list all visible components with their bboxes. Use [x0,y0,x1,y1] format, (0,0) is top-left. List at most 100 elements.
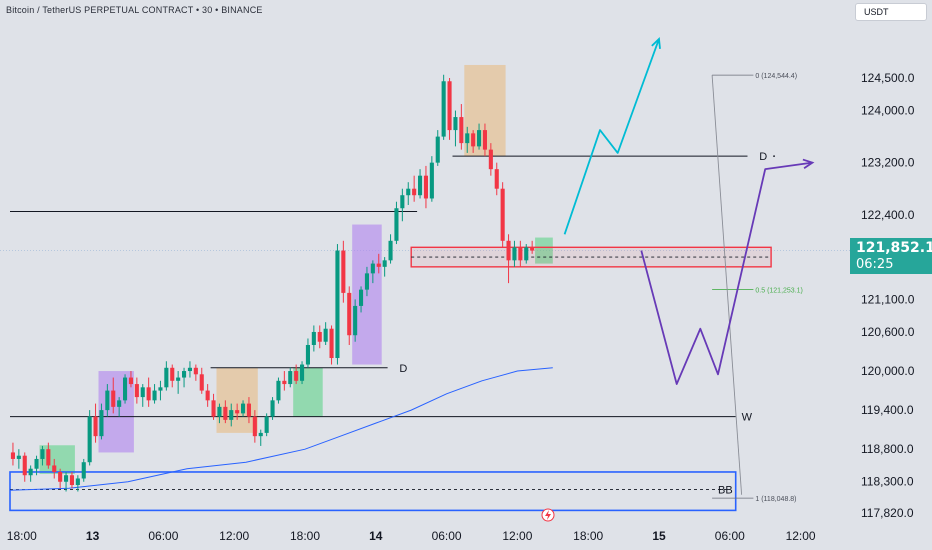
candle-body-52 [317,331,322,342]
candle-body-6 [46,449,51,466]
highlight-box-0 [39,445,75,474]
candle-body-9 [64,475,69,482]
candle-body-70 [423,175,428,199]
candle-body-26 [164,367,169,388]
candle-body-19 [123,377,128,401]
candle-body-71 [429,162,434,199]
candle-body-41 [252,416,257,437]
candle-body-86 [518,247,523,261]
candle-body-44 [270,400,275,417]
candle-body-28 [176,377,181,381]
candle-body-80 [482,130,487,150]
candle-body-87 [524,247,529,261]
candle-body-82 [494,169,499,189]
candle-body-56 [341,250,346,293]
candle-body-88 [530,247,535,251]
candle-body-12 [81,462,86,479]
candle-body-15 [99,410,104,437]
y-tick-label: 122,400.0 [861,208,915,222]
candle-body-65 [394,208,399,241]
candle-body-11 [75,478,80,485]
level-label-0: D [759,151,767,163]
level-label-3: BB [718,485,733,497]
y-tick-label: 124,000.0 [861,104,915,118]
candle-body-81 [488,149,493,170]
y-tick-label: 121,100.0 [861,292,915,306]
y-tick-label: 117,820.0 [861,506,914,520]
candle-body-10 [69,475,74,485]
candle-body-35 [217,406,222,417]
candle-body-76 [459,117,464,144]
candle-body-37 [229,410,234,420]
y-tick-label: 118,300.0 [861,475,914,489]
candle-body-8 [58,471,63,482]
x-tick-label: 15 [652,529,666,543]
fib-label-top: 0 (124,544.4) [755,73,797,80]
x-tick-label: 18:00 [290,529,320,543]
candle-body-31 [193,367,198,375]
candle-body-18 [117,400,122,407]
candle-body-47 [288,371,293,385]
y-tick-label: 120,000.0 [861,364,915,378]
bullish-projection-path [563,38,660,235]
candle-body-59 [359,289,364,306]
candle-body-75 [453,117,458,131]
candle-body-22 [140,387,145,398]
candle-body-21 [134,384,139,398]
candle-body-64 [388,240,393,261]
last-price: 121,852.1 [856,240,932,256]
candle-body-73 [441,81,446,137]
x-tick-label: 06:00 [432,529,462,543]
currency-button[interactable]: USDT [855,3,927,21]
last-price-badge: 121,852.1 06:25 [850,238,932,274]
alternate-projection-path-arrowhead [802,158,815,169]
bar-countdown: 06:25 [856,257,894,272]
y-tick-label: 124,500.0 [861,71,915,85]
candle-body-46 [282,380,287,385]
x-tick-label: 12:00 [502,529,532,543]
lightning-icon [545,510,551,520]
x-tick-label: 18:00 [7,529,37,543]
x-tick-label: 14 [369,529,383,543]
candle-body-20 [128,377,133,385]
level-label-2: W [742,412,753,424]
x-tick-label: 18:00 [573,529,603,543]
moving-average-line [9,367,553,491]
candle-body-48 [294,371,299,381]
candle-body-38 [235,410,240,414]
candle-body-49 [300,364,305,381]
candle-body-3 [28,468,33,476]
candle-body-83 [500,188,505,241]
highlight-box-2 [216,367,258,433]
resistance-zone-box [410,246,772,268]
candle-body-34 [211,400,216,417]
y-tick-label: 123,200.0 [861,156,915,170]
x-tick-label: 06:00 [148,529,178,543]
candle-body-85 [512,247,517,261]
candle-body-54 [329,328,334,359]
level-label-dot [773,155,775,158]
candle-body-68 [412,188,417,196]
candle-body-84 [506,240,511,261]
candle-body-27 [170,367,175,381]
candle-body-25 [158,387,163,391]
fib-label-bottom: 1 (118,048.8) [755,496,796,503]
fib-trend-line [711,75,743,495]
candle-body-29 [182,371,187,378]
candle-body-24 [152,390,157,401]
highlight-box-1 [98,371,134,453]
candle-body-72 [435,136,440,163]
candle-body-16 [105,390,110,411]
candle-body-4 [34,458,39,469]
candle-body-32 [199,374,204,391]
candle-body-50 [305,344,310,365]
candle-body-13 [87,416,92,463]
candle-body-67 [406,188,411,196]
level-label-1: D [399,363,407,375]
candle-body-62 [376,263,381,267]
candle-body-5 [40,449,45,459]
candle-body-63 [382,260,387,267]
alternate-projection-path [640,161,813,385]
